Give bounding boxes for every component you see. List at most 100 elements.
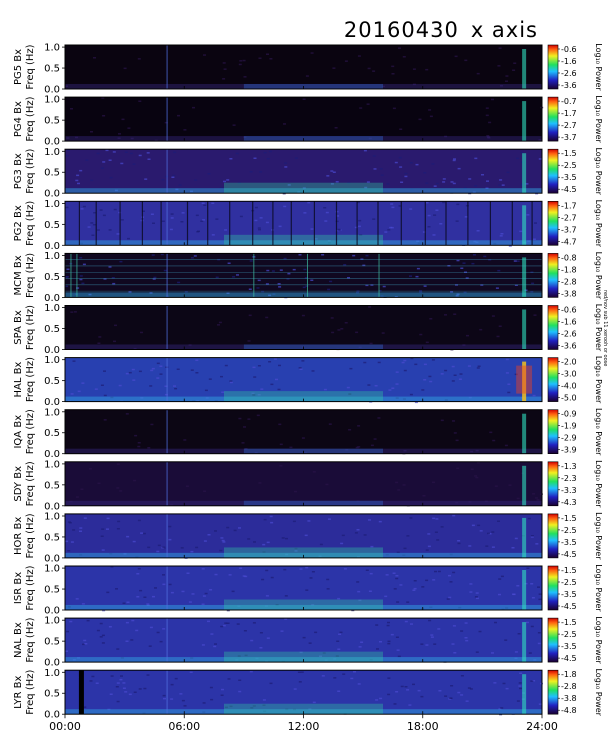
panel-isr-cbar-tick-0: -1.5 bbox=[561, 566, 577, 575]
panel-mcm-cbar-label: Log₁₀ Power bbox=[594, 252, 603, 300]
panel-pg3-ylabel: PG3 Bx Freq (Hz) bbox=[13, 149, 36, 194]
panel-pg2-cbar-tick-1: -2.7 bbox=[561, 213, 577, 222]
panel-iqa-cbar-label: Log₁₀ Power bbox=[594, 408, 603, 456]
panel-isr-cbar-tick-3: -4.5 bbox=[561, 602, 577, 611]
panel-pg5-spectrogram bbox=[65, 45, 542, 89]
panel-hor-cbar-label-text: Log₁₀ Power bbox=[594, 512, 603, 560]
panel-spa-cbar-tick-0: -0.6 bbox=[561, 306, 577, 315]
panel-hal-spectrogram bbox=[65, 357, 542, 402]
panel-pg3-ytick-2: 1.0 bbox=[44, 147, 60, 158]
panel-hor-cbar-tick-0: -1.5 bbox=[561, 514, 577, 523]
panel-nal-spectrogram bbox=[65, 618, 542, 663]
panel-iqa-colorbar bbox=[547, 409, 559, 455]
panel-hal-cbar-label-text: Log₁₀ Power bbox=[594, 356, 603, 404]
panel-hal-station-label: HAL Bx bbox=[13, 362, 24, 398]
panel-mcm-cbar-tick-3: -3.8 bbox=[561, 289, 577, 298]
panel-pg2-ytick-0: 0.0 bbox=[44, 241, 60, 252]
panel-nal-station-label: NAL Bx bbox=[13, 622, 24, 658]
panel-pg5-ytick-0: 0.0 bbox=[44, 85, 60, 96]
panel-pg5-colorbar bbox=[547, 44, 559, 90]
panel-pg3-colorbar bbox=[547, 148, 559, 194]
panel-sdy-colorbar bbox=[547, 461, 559, 507]
panel-isr-cbar-label: Log₁₀ Power bbox=[594, 564, 603, 612]
panel-hor-spectrogram bbox=[65, 513, 542, 558]
panel-spa-ytick-2: 1.0 bbox=[44, 303, 60, 314]
panel-lyr-cbar-tick-1: -2.8 bbox=[561, 682, 577, 691]
title-date: 20160430 bbox=[343, 18, 459, 42]
panel-spa-ytick-1: 0.5 bbox=[44, 324, 60, 335]
panel-mcm-ytick-2: 1.0 bbox=[44, 251, 60, 262]
panel-nal-ytick-1: 0.5 bbox=[44, 637, 60, 648]
panel-iqa-ytick-0: 0.0 bbox=[44, 449, 60, 460]
panel-pg4-station-label: PG4 Bx bbox=[13, 101, 24, 137]
panel-pg3-cbar-tick-1: -2.5 bbox=[561, 161, 577, 170]
panel-spa-colorbar bbox=[547, 305, 559, 350]
title-component: x axis bbox=[470, 18, 538, 42]
panel-isr-freq-label: Freq (Hz) bbox=[25, 565, 36, 610]
panel-lyr-ytick-2: 1.0 bbox=[44, 668, 60, 679]
panel-isr-ytick-1: 0.5 bbox=[44, 585, 60, 596]
panel-spa-cbar-tick-3: -3.6 bbox=[561, 342, 577, 351]
panel-hor-cbar-tick-2: -3.5 bbox=[561, 538, 577, 547]
panel-hal-cbar-tick-2: -4.0 bbox=[561, 382, 577, 391]
lyr-data-gap bbox=[78, 670, 84, 715]
panel-spa-cbar-tick-1: -1.6 bbox=[561, 318, 577, 327]
panel-pg2-colorbar bbox=[547, 201, 559, 246]
panel-mcm-cbar-label-text: Log₁₀ Power bbox=[594, 252, 603, 300]
panel-pg4-ytick-2: 1.0 bbox=[44, 95, 60, 106]
panel-hor-cbar-tick-1: -2.5 bbox=[561, 526, 577, 535]
panel-pg4-cbar-label-text: Log₁₀ Power bbox=[594, 95, 603, 143]
panel-mcm-colorbar bbox=[547, 253, 559, 298]
panel-pg2-ylabel: PG2 Bx Freq (Hz) bbox=[13, 201, 36, 246]
panel-mcm-ytick-1: 0.5 bbox=[44, 272, 60, 283]
panel-pg5-cbar-tick-0: -0.6 bbox=[561, 45, 577, 54]
panel-pg2-cbar-tick-2: -3.7 bbox=[561, 225, 577, 234]
panel-sdy-station-label: SDY Bx bbox=[13, 466, 24, 502]
panel-iqa-cbar-label-text: Log₁₀ Power bbox=[594, 408, 603, 456]
panel-isr-cbar-label-text: Log₁₀ Power bbox=[594, 564, 603, 612]
panel-sdy-ytick-2: 1.0 bbox=[44, 459, 60, 470]
panel-pg2-station-label: PG2 Bx bbox=[13, 205, 24, 241]
x-tick-4: 24:00 bbox=[526, 720, 558, 733]
panel-mcm-ylabel: MCM Bx Freq (Hz) bbox=[13, 253, 36, 298]
panel-hor-ylabel: HOR Bx Freq (Hz) bbox=[13, 513, 36, 558]
side-note: red/nov sub 11 xerooh or oose bbox=[602, 290, 608, 367]
panel-nal-cbar-label-text: Log₁₀ Power bbox=[594, 616, 603, 664]
panel-sdy-cbar-tick-2: -3.3 bbox=[561, 486, 577, 495]
panel-spa-freq-label: Freq (Hz) bbox=[25, 305, 36, 350]
panel-lyr-ytick-0: 0.0 bbox=[44, 710, 60, 721]
panel-pg3-cbar-tick-2: -3.5 bbox=[561, 173, 577, 182]
panel-spa-cbar-label: Log₁₀ Power bbox=[594, 304, 603, 352]
panel-nal-ylabel: NAL Bx Freq (Hz) bbox=[13, 617, 36, 662]
panel-hal-ytick-2: 1.0 bbox=[44, 355, 60, 366]
panel-hal-freq-label: Freq (Hz) bbox=[25, 357, 36, 402]
panel-pg5-ytick-2: 1.0 bbox=[44, 43, 60, 54]
panel-pg3-ytick-0: 0.0 bbox=[44, 189, 60, 200]
panel-pg2-ytick-2: 1.0 bbox=[44, 199, 60, 210]
chart-title: 20160430 x axis bbox=[0, 18, 540, 42]
panel-hor-ytick-2: 1.0 bbox=[44, 511, 60, 522]
panel-iqa-freq-label: Freq (Hz) bbox=[25, 409, 36, 454]
panel-sdy-cbar-label: Log₁₀ Power bbox=[594, 460, 603, 508]
panel-spa-ylabel: SPA Bx Freq (Hz) bbox=[13, 305, 36, 350]
panel-lyr-cbar-label: Log₁₀ Power bbox=[594, 668, 603, 716]
panel-sdy-spectrogram bbox=[65, 461, 542, 506]
panel-pg5-freq-label: Freq (Hz) bbox=[25, 44, 36, 89]
panel-pg5-ytick-1: 0.5 bbox=[44, 64, 60, 75]
panel-mcm-station-label: MCM Bx bbox=[13, 255, 24, 295]
panel-pg3-station-label: PG3 Bx bbox=[13, 153, 24, 189]
panel-sdy-freq-label: Freq (Hz) bbox=[25, 461, 36, 506]
panel-spa-cbar-label-text: Log₁₀ Power bbox=[594, 304, 603, 352]
panel-pg3-ytick-1: 0.5 bbox=[44, 168, 60, 179]
panel-lyr-station-label: LYR Bx bbox=[13, 675, 24, 708]
panel-nal-ytick-0: 0.0 bbox=[44, 658, 60, 669]
panel-pg4-cbar-tick-1: -1.7 bbox=[561, 109, 577, 118]
panel-hal-ytick-0: 0.0 bbox=[44, 397, 60, 408]
panel-pg4-cbar-tick-0: -0.7 bbox=[561, 97, 577, 106]
panel-lyr-freq-label: Freq (Hz) bbox=[25, 670, 36, 715]
panel-hal-colorbar bbox=[547, 357, 559, 402]
panel-sdy-ylabel: SDY Bx Freq (Hz) bbox=[13, 461, 36, 506]
panel-lyr-cbar-tick-0: -1.8 bbox=[561, 670, 577, 679]
panel-pg2-spectrogram bbox=[65, 201, 542, 246]
panel-pg5-ylabel: PG5 Bx Freq (Hz) bbox=[13, 44, 36, 89]
